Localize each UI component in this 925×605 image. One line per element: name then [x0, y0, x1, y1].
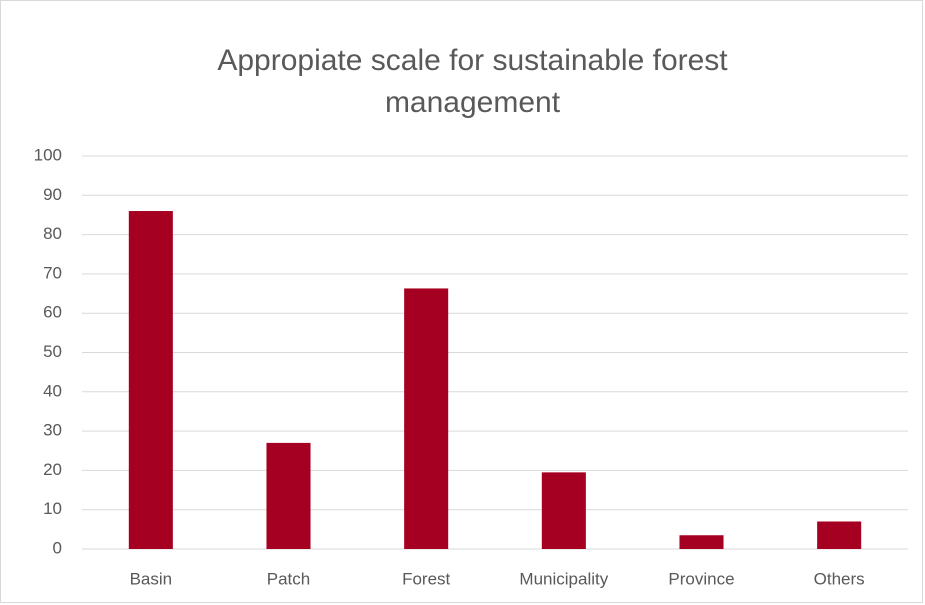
y-tick-label: 20: [43, 460, 62, 479]
y-tick-label: 60: [43, 303, 62, 322]
y-tick-label: 90: [43, 185, 62, 204]
y-tick-label: 0: [53, 538, 62, 557]
x-tick-label: Province: [668, 569, 734, 588]
x-tick-label: Basin: [130, 569, 173, 588]
bar: [541, 472, 586, 549]
bar: [128, 211, 173, 549]
x-tick-label: Municipality: [519, 569, 608, 588]
y-tick-label: 100: [34, 145, 62, 164]
y-tick-label: 30: [43, 421, 62, 440]
x-tick-label: Patch: [267, 569, 310, 588]
bar: [679, 535, 724, 549]
bar: [817, 521, 862, 549]
y-tick-label: 80: [43, 224, 62, 243]
y-tick-label: 50: [43, 342, 62, 361]
bar: [266, 442, 311, 549]
x-tick-label: Forest: [402, 569, 450, 588]
y-tick-label: 10: [43, 499, 62, 518]
bar: [404, 288, 449, 549]
y-tick-label: 40: [43, 381, 62, 400]
x-tick-label: Others: [814, 569, 865, 588]
y-tick-label: 70: [43, 263, 62, 282]
chart-title: Appropiate scale for sustainable forest …: [217, 44, 728, 119]
